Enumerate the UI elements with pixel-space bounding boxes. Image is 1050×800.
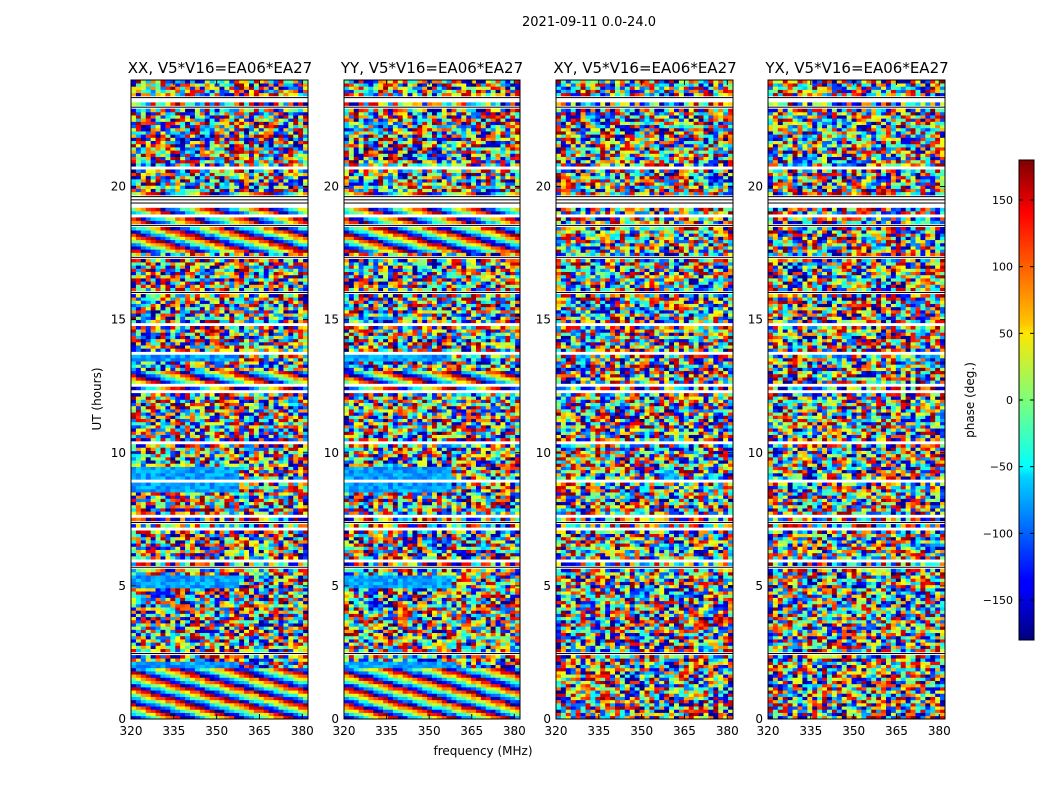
x-tick-label: 335 <box>587 724 610 738</box>
colorbar-tick-label: −150 <box>983 594 1013 607</box>
x-tick-label: 320 <box>545 724 568 738</box>
colorbar-tick-label: −100 <box>983 527 1013 540</box>
colorbar-tick-label: 150 <box>992 194 1013 207</box>
heatmap-image <box>556 80 734 720</box>
plot-frame <box>767 79 946 720</box>
x-tick-label: 335 <box>162 724 185 738</box>
y-tick-label: 5 <box>543 579 551 593</box>
panel-xx: XX, V5*V16=EA06*EA27 320 335 350 365 380 0 5 10… <box>111 59 314 738</box>
plot-frame <box>343 79 521 720</box>
x-tick-label: 350 <box>205 724 228 738</box>
x-tick-label: 380 <box>291 724 314 738</box>
x-tick-label: 380 <box>716 724 739 738</box>
y-tick-label: 0 <box>118 712 126 726</box>
colorbar-tick-label: −50 <box>990 461 1013 474</box>
plot-frame <box>555 79 734 720</box>
y-tick-label: 20 <box>324 180 339 194</box>
y-tick-label: 20 <box>748 180 763 194</box>
x-tick-label: 350 <box>842 724 865 738</box>
panel-xy: XY, V5*V16=EA06*EA27 320 335 350 365 380 0 5 10… <box>536 59 739 738</box>
y-tick-label: 10 <box>324 446 339 460</box>
y-tick-label: 0 <box>755 712 763 726</box>
x-tick-label: 350 <box>418 724 441 738</box>
y-tick-label: 10 <box>111 446 126 460</box>
y-tick-label: 20 <box>111 180 126 194</box>
y-tick-label: 20 <box>536 180 551 194</box>
colorbar-tick-label: 50 <box>999 327 1013 340</box>
colorbar-tick-label: 100 <box>992 261 1013 274</box>
x-tick-label: 350 <box>630 724 653 738</box>
axis-ticks: 320 335 350 365 380 0 5 10 15 20 <box>748 80 951 738</box>
x-tick-label: 365 <box>673 724 696 738</box>
x-tick-label: 335 <box>375 724 398 738</box>
heatmap-image <box>131 80 309 720</box>
y-tick-label: 5 <box>755 579 763 593</box>
y-tick-label: 10 <box>748 446 763 460</box>
y-tick-label: 5 <box>118 579 126 593</box>
y-tick-label: 0 <box>331 712 339 726</box>
heatmap-image <box>768 80 946 720</box>
x-tick-label: 335 <box>799 724 822 738</box>
colorbar-tick-label: 0 <box>1006 394 1013 407</box>
x-tick-label: 320 <box>757 724 780 738</box>
panel-yx: YX, V5*V16=EA06*EA27 320 335 350 365 380 0 5 10… <box>748 59 951 738</box>
x-tick-label: 365 <box>460 724 483 738</box>
panel-title: YX, V5*V16=EA06*EA27 <box>764 59 948 77</box>
panel-title: XY, V5*V16=EA06*EA27 <box>553 59 736 77</box>
axis-ticks: 320 335 350 365 380 0 5 10 15 20 <box>536 80 739 738</box>
y-axis-label: UT (hours) <box>90 367 104 430</box>
y-tick-label: 0 <box>543 712 551 726</box>
y-tick-label: 5 <box>331 579 339 593</box>
y-tick-label: 15 <box>536 313 551 327</box>
x-tick-label: 320 <box>333 724 356 738</box>
colorbar: −150 −100 −50 0 50 100 150 phase (deg.) <box>963 159 1035 641</box>
y-tick-label: 15 <box>111 313 126 327</box>
x-tick-label: 380 <box>928 724 951 738</box>
y-tick-label: 10 <box>536 446 551 460</box>
x-tick-label: 380 <box>503 724 526 738</box>
panel-title: XX, V5*V16=EA06*EA27 <box>128 59 312 77</box>
x-axis-label: frequency (MHz) <box>433 744 532 758</box>
panel-yy: YY, V5*V16=EA06*EA27 320 335 350 365 380 0 5 10… <box>324 59 526 738</box>
axis-ticks: 320 335 350 365 380 0 5 10 15 20 <box>324 80 526 738</box>
axis-ticks: 320 335 350 365 380 0 5 10 15 20 <box>111 80 314 738</box>
colorbar-label: phase (deg.) <box>963 362 977 438</box>
y-tick-label: 15 <box>748 313 763 327</box>
x-tick-label: 365 <box>248 724 271 738</box>
x-tick-label: 365 <box>885 724 908 738</box>
figure-title: 2021-09-11 0.0-24.0 <box>522 15 656 30</box>
plot-frame <box>130 79 309 720</box>
colorbar-ticks: −150 −100 −50 0 50 100 150 <box>983 194 1034 607</box>
heatmap-image <box>344 80 521 720</box>
x-tick-label: 320 <box>120 724 143 738</box>
panel-title: YY, V5*V16=EA06*EA27 <box>340 59 523 77</box>
y-tick-label: 15 <box>324 313 339 327</box>
